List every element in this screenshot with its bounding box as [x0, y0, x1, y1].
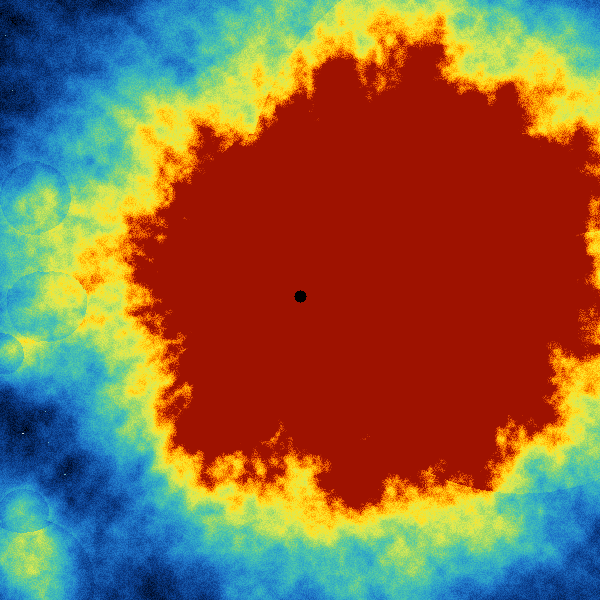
- radio-intensity-heatmap: [0, 0, 600, 600]
- astronomy-image-viewport: [0, 0, 600, 600]
